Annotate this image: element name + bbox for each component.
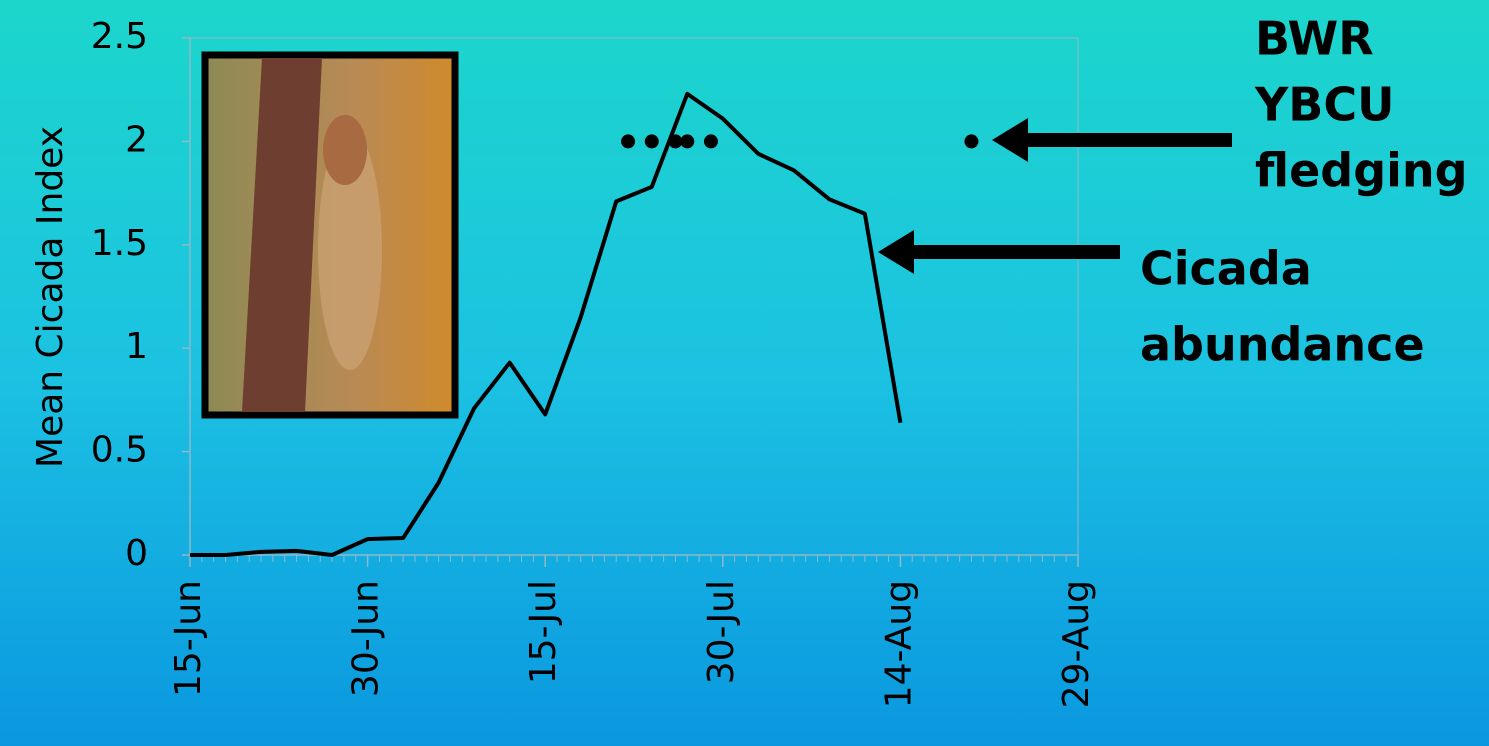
point (964, 134, 979, 149)
point (621, 134, 636, 149)
photo-inset (201, 51, 459, 419)
y-axis-label: Mean Cicada Index (30, 126, 71, 468)
x-tick-label: 30-Jun (346, 580, 387, 697)
annotation: Cicada (1140, 242, 1312, 296)
x-tick-label: 15-Jul (523, 580, 564, 684)
annotation: YBCU (1254, 78, 1394, 132)
point (668, 134, 683, 149)
point (703, 134, 718, 149)
x-tick-label: 15-Jun (168, 580, 209, 697)
y-tick-label: 0 (125, 533, 148, 574)
arrow (878, 230, 1120, 274)
x-tick-label: 29-Aug (1056, 580, 1097, 708)
annotation: abundance (1140, 318, 1425, 372)
y-tick-label: 1 (125, 326, 148, 367)
arrow (992, 118, 1232, 162)
x-tick-label: 30-Jul (701, 580, 742, 684)
line (190, 91, 903, 557)
y-tick-label: 0.5 (91, 430, 148, 471)
point (680, 134, 695, 149)
y-tick-label: 2.5 (91, 16, 148, 57)
y-tick-label: 1.5 (91, 223, 148, 264)
x-tick-label: 14-Aug (878, 580, 919, 708)
annotation: BWR (1255, 12, 1374, 66)
point (644, 134, 659, 149)
y-tick-label: 2 (125, 119, 148, 160)
annotation: fledging (1255, 144, 1468, 198)
